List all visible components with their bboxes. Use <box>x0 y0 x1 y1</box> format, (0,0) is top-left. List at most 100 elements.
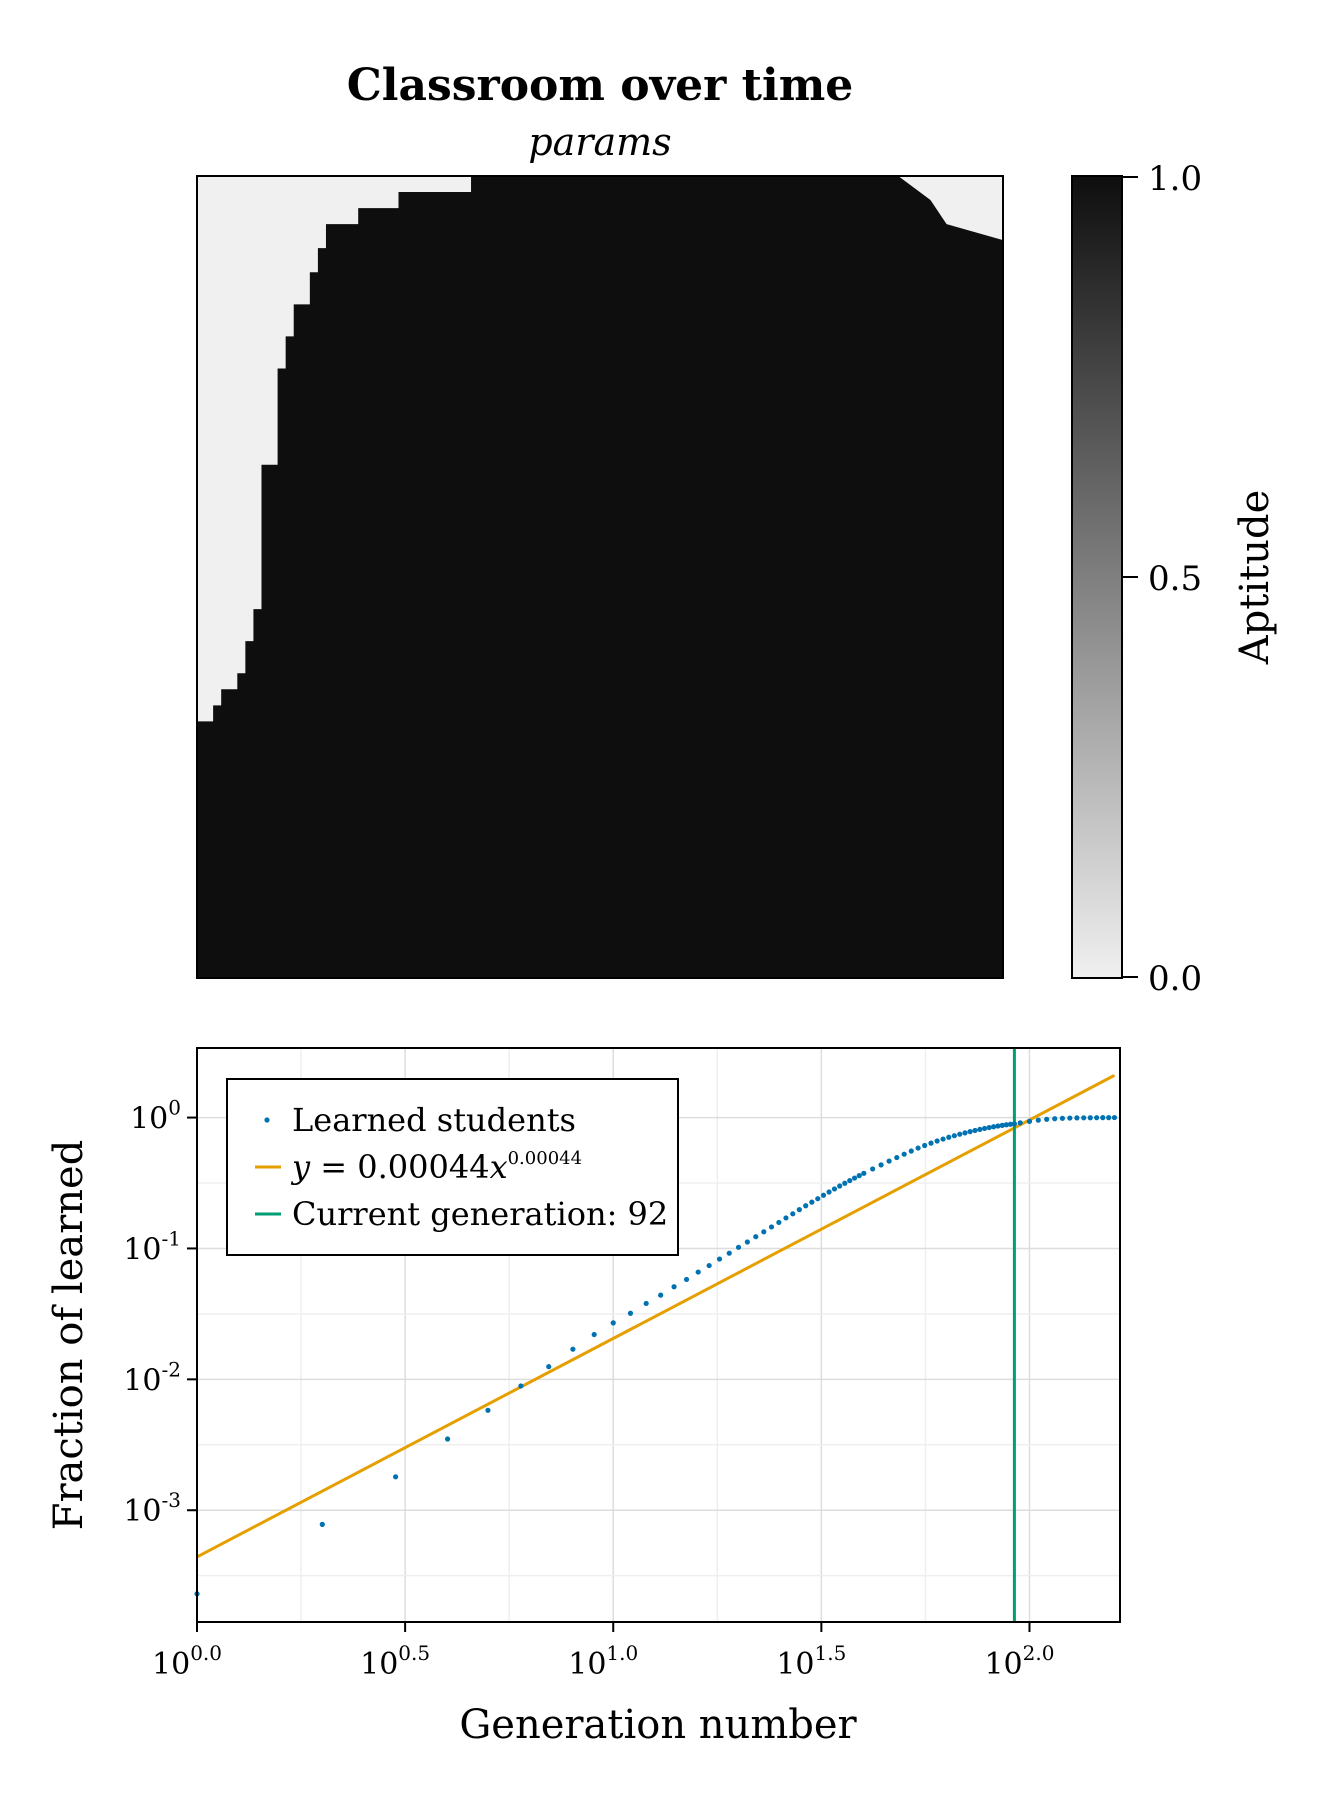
learned-point <box>796 1207 802 1213</box>
colorbar: 1.0 0.5 0.0 Aptitude <box>1071 159 1278 999</box>
learned-point <box>940 1136 946 1142</box>
y-tick-exponent: -2 <box>162 1357 181 1381</box>
learned-point <box>967 1129 973 1135</box>
x-tick-label: 101.5 <box>776 1641 846 1682</box>
figure-subtitle: params <box>528 120 671 164</box>
learned-point <box>1035 1117 1041 1123</box>
x-tick-label: 102.0 <box>984 1641 1054 1682</box>
legend-marker-learned <box>264 1117 270 1123</box>
fit-line <box>196 1074 1116 1559</box>
learned-point <box>627 1310 634 1316</box>
learned-point <box>1100 1115 1106 1121</box>
learned-point <box>671 1284 677 1290</box>
colorbar-tick-label: 1.0 <box>1148 159 1202 199</box>
learned-point <box>1044 1116 1050 1122</box>
learned-point <box>1087 1115 1093 1121</box>
learned-point <box>319 1521 325 1527</box>
learned-point <box>761 1229 767 1235</box>
learned-point <box>1074 1115 1080 1121</box>
figure-title: Classroom over time <box>347 60 854 111</box>
colorbar-gradient <box>1071 175 1123 979</box>
legend: Learned students y = 0.00044x0.00044 Cur… <box>226 1078 679 1256</box>
heatmap-frame <box>196 175 1004 979</box>
x-tick-exponent: 2.0 <box>1023 1641 1055 1665</box>
learned-point <box>995 1123 1001 1129</box>
y-tick-label: 100 <box>130 1096 181 1137</box>
learning-chart: 100.0 100.5 101.0 101.5 102.0 10010-110-210-… <box>46 1047 1121 1748</box>
learned-point <box>695 1269 701 1275</box>
y-tick-base: 10 <box>123 1494 161 1529</box>
learned-point <box>915 1145 921 1151</box>
learned-point <box>591 1331 597 1338</box>
learned-point <box>831 1186 838 1192</box>
heatmap-background <box>197 176 1003 978</box>
learned-point <box>1011 1121 1018 1127</box>
x-tick-base: 10 <box>360 1647 398 1682</box>
y-tick-label: 10-1 <box>123 1226 181 1267</box>
y-tick-base: 10 <box>123 1363 161 1398</box>
learned-point <box>444 1436 451 1442</box>
learned-point <box>886 1158 892 1164</box>
y-tick-exponent: -1 <box>162 1226 181 1250</box>
learned-point <box>837 1183 843 1189</box>
unlearned-region-right <box>898 176 1003 241</box>
learned-point <box>951 1133 957 1139</box>
learned-point <box>991 1124 997 1130</box>
x-tick-exponent: 1.0 <box>606 1641 638 1665</box>
learned-point <box>999 1122 1005 1128</box>
x-tick-base: 10 <box>152 1647 190 1682</box>
classroom-heatmap <box>196 175 1004 979</box>
learned-point <box>783 1215 789 1221</box>
legend-fit-x: x <box>490 1148 508 1186</box>
y-tick-label: 10-3 <box>123 1488 181 1529</box>
learned-point <box>1052 1116 1058 1122</box>
learned-point <box>957 1131 963 1137</box>
learned-point <box>847 1177 853 1184</box>
legend-box <box>226 1078 679 1256</box>
legend-fit-eq: = 0.00044 <box>310 1148 489 1186</box>
learned-point <box>928 1140 934 1146</box>
learned-point <box>972 1127 978 1134</box>
learned-point <box>485 1407 491 1413</box>
learned-point <box>1111 1114 1118 1121</box>
learned-point <box>861 1170 867 1176</box>
x-tick-base: 10 <box>984 1647 1022 1682</box>
learned-point <box>878 1162 884 1168</box>
y-tick-exponent: 0 <box>168 1096 181 1120</box>
learned-point <box>908 1148 914 1154</box>
learned-point <box>735 1244 742 1250</box>
learned-point <box>1017 1120 1023 1126</box>
colorbar-tick-label: 0.0 <box>1148 959 1202 999</box>
x-tick-label: 100.0 <box>152 1641 222 1682</box>
x-tick-base: 10 <box>568 1647 606 1682</box>
x-tick-exponent: 1.5 <box>815 1641 847 1665</box>
learned-point <box>790 1211 796 1217</box>
y-tick-base: 10 <box>130 1102 168 1137</box>
legend-fit-y: y <box>290 1148 311 1186</box>
learned-point <box>842 1180 848 1186</box>
learned-point <box>986 1124 992 1131</box>
learned-point <box>826 1189 832 1195</box>
learned-point <box>744 1239 750 1245</box>
legend-fit-exp: 0.00044 <box>508 1148 582 1169</box>
learned-point <box>820 1192 827 1198</box>
learned-point <box>894 1154 900 1161</box>
learned-point <box>716 1256 723 1262</box>
learned-point <box>870 1166 876 1172</box>
learned-point <box>901 1151 907 1157</box>
x-tick-exponent: 0.5 <box>398 1641 430 1665</box>
learned-point <box>922 1142 928 1149</box>
y-axis-label: Fraction of learned <box>46 1140 92 1531</box>
x-tick-label: 100.5 <box>360 1641 430 1682</box>
learned-point <box>1094 1115 1100 1121</box>
learned-point <box>546 1364 552 1370</box>
learned-point <box>518 1383 524 1389</box>
y-tick-label: 10-2 <box>123 1357 181 1398</box>
learned-point <box>683 1276 690 1283</box>
learned-point <box>392 1474 399 1480</box>
learned-point <box>1067 1115 1073 1121</box>
series-layer <box>194 1048 1118 1622</box>
learned-point <box>851 1175 858 1181</box>
learned-point <box>977 1126 983 1133</box>
learned-point <box>1003 1122 1009 1128</box>
